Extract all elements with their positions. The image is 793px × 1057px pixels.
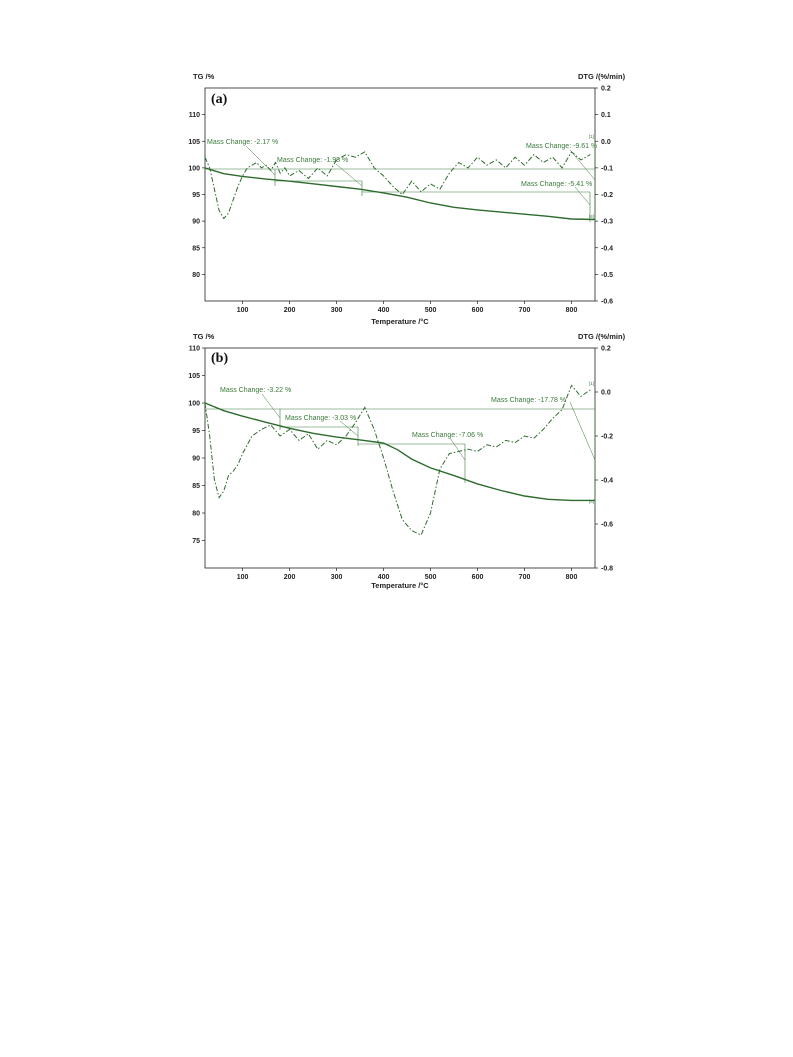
panel-b-y-right-tick-label: -0.6 bbox=[601, 522, 613, 529]
panel-a-x-axis-label: Temperature /°C bbox=[371, 317, 429, 326]
chart-marks: 100 200 300 400 500 600 700 800 80 85 90 95 100 105 11… bbox=[188, 86, 613, 582]
panel-a-y-right-tick-label: -0.2 bbox=[601, 192, 613, 199]
panel-b-x-axis-label: Temperature /°C bbox=[371, 581, 429, 590]
panel-b-plot-frame bbox=[204, 347, 596, 569]
panel-b-y-left-tick-label: 85 bbox=[192, 483, 200, 490]
panel-b-annotation-2: Mass Change: -3.03 % bbox=[285, 415, 356, 422]
panel-a-y-right-tick-label: -0.1 bbox=[601, 165, 613, 172]
panel-a-annotation-4: Mass Change: -5.41 % bbox=[521, 181, 592, 188]
panel-b-marker-1: [1] bbox=[589, 381, 594, 386]
panel-a-annotation-3: Mass Change: -9.61 % bbox=[526, 143, 597, 150]
panel-a-dtg-curve bbox=[204, 151, 591, 220]
panel-b-left-axis-label: TG /% bbox=[193, 332, 215, 341]
panel-b-y-right-tick-label: 0.0 bbox=[601, 390, 611, 397]
panel-a-x-tick-label: 600 bbox=[472, 307, 484, 314]
panel-b-x-tick-label: 800 bbox=[566, 574, 578, 581]
panel-a: TG /% DTG /(%/min) (a) Mass Change: -2.1… bbox=[193, 72, 626, 326]
panel-b-y-right-tick-label: -0.4 bbox=[601, 478, 613, 485]
panel-b-leader-1 bbox=[261, 393, 281, 419]
panel-b-marker-4: [4] bbox=[589, 499, 594, 504]
panel-a-plot-frame bbox=[204, 87, 596, 302]
panel-a-x-tick-label: 700 bbox=[519, 307, 531, 314]
panel-a-marker-1: [1] bbox=[589, 134, 594, 139]
panel-b-annotation-4: Mass Change: -17.78 % bbox=[491, 397, 566, 404]
panel-a-x-tick-label: 500 bbox=[425, 307, 437, 314]
panel-a-letter: (a) bbox=[211, 92, 228, 107]
panel-b-y-left-tick-label: 110 bbox=[189, 346, 200, 353]
panel-a-y-right-tick-label: 0.0 bbox=[601, 139, 611, 146]
panel-b-x-tick-label: 500 bbox=[425, 574, 437, 581]
panel-a-y-right-tick-label: 0.1 bbox=[601, 112, 611, 119]
panel-b-y-right-tick-label: 0.2 bbox=[601, 346, 611, 353]
panel-a-y-left-tick-label: 105 bbox=[188, 139, 200, 146]
panel-b-y-right-tick-label: -0.2 bbox=[601, 434, 613, 441]
panel-a-y-left-tick-label: 85 bbox=[192, 245, 200, 252]
panel-a-x-tick-label: 200 bbox=[284, 307, 296, 314]
panel-a-x-tick-label: 100 bbox=[237, 307, 249, 314]
panel-a-left-axis-label: TG /% bbox=[193, 72, 215, 81]
panel-a-y-right-tick-label: -0.4 bbox=[601, 245, 613, 252]
panel-b-y-left-tick-label: 80 bbox=[192, 511, 200, 518]
panel-a-y-left-tick-label: 80 bbox=[192, 272, 200, 279]
panel-b-right-axis-label: DTG /(%/min) bbox=[578, 332, 626, 341]
panel-a-y-left-tick-label: 110 bbox=[189, 112, 200, 119]
panel-b-annotation-3: Mass Change: -7.06 % bbox=[412, 432, 483, 439]
panel-b-x-tick-label: 600 bbox=[472, 574, 484, 581]
panel-a-x-tick-label: 300 bbox=[331, 307, 343, 314]
panel-b-y-right-tick-label: -0.8 bbox=[601, 566, 613, 573]
panel-b-y-left-tick-label: 75 bbox=[192, 538, 200, 545]
panel-b-leader-3 bbox=[449, 437, 466, 461]
panel-a-y-left-tick-label: 95 bbox=[192, 192, 200, 199]
panel-a-y-left-tick-label: 100 bbox=[188, 165, 200, 172]
panel-a-y-left-tick-label: 90 bbox=[192, 219, 200, 226]
panel-b-tg-curve bbox=[204, 402, 595, 502]
panel-b: TG /% DTG /(%/min) (b) Mass Change: -3.2… bbox=[193, 332, 626, 590]
panel-b-letter: (b) bbox=[211, 351, 228, 366]
tga-figure: TG /% DTG /(%/min) (a) Mass Change: -2.1… bbox=[188, 72, 626, 590]
panel-b-annotation-1: Mass Change: -3.22 % bbox=[220, 387, 291, 394]
panel-a-y-right-tick-label: -0.3 bbox=[601, 219, 613, 226]
panel-a-y-right-tick-label: 0.2 bbox=[601, 86, 611, 93]
panel-b-leader-4 bbox=[569, 401, 596, 461]
panel-b-x-tick-label: 100 bbox=[237, 574, 249, 581]
panel-a-leader-3 bbox=[569, 149, 596, 181]
panel-b-x-tick-label: 200 bbox=[284, 574, 296, 581]
panel-a-leader-4 bbox=[574, 186, 591, 206]
panel-a-annotation-2: Mass Change: -1.98 % bbox=[277, 157, 348, 164]
panel-a-marker-4: [4] bbox=[589, 214, 594, 219]
panel-a-x-tick-label: 400 bbox=[378, 307, 390, 314]
panel-b-y-left-tick-label: 95 bbox=[192, 428, 200, 435]
panel-a-y-right-tick-label: -0.5 bbox=[601, 272, 613, 279]
panel-b-leader-2 bbox=[339, 420, 359, 437]
panel-b-y-left-tick-label: 90 bbox=[192, 456, 200, 463]
panel-b-x-tick-label: 700 bbox=[519, 574, 531, 581]
panel-b-dtg-curve bbox=[204, 384, 591, 536]
panel-a-tg-curve bbox=[204, 167, 596, 221]
panel-a-y-right-tick-label: -0.6 bbox=[601, 299, 613, 306]
panel-b-y-left-tick-label: 100 bbox=[188, 401, 200, 408]
panel-b-x-tick-label: 300 bbox=[331, 574, 343, 581]
panel-a-leader-2 bbox=[335, 163, 363, 187]
panel-a-annotation-1: Mass Change: -2.17 % bbox=[207, 139, 278, 146]
panel-b-x-tick-label: 400 bbox=[378, 574, 390, 581]
panel-a-x-tick-label: 800 bbox=[566, 307, 578, 314]
panel-b-y-left-tick-label: 105 bbox=[188, 373, 200, 380]
panel-a-right-axis-label: DTG /(%/min) bbox=[578, 72, 626, 81]
